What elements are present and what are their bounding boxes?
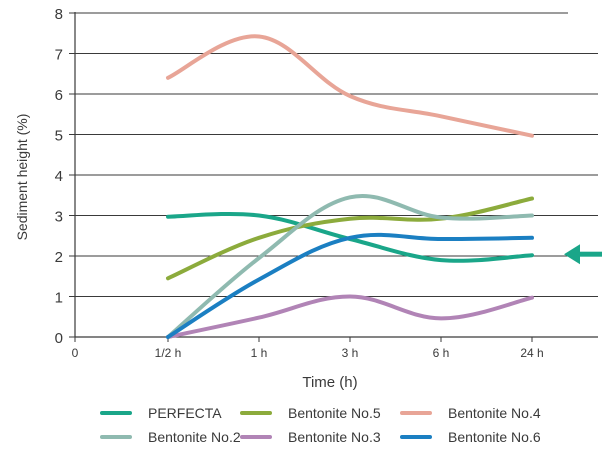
highlight-arrow xyxy=(564,244,602,265)
y-tick-label: 5 xyxy=(55,128,63,145)
x-tick-label: 0 xyxy=(72,346,79,360)
legend-swatch xyxy=(400,411,432,415)
x-tick-label: 1/2 h xyxy=(155,346,182,360)
x-tick-labels: 0 1/2 h 1 h 3 h 6 h 24 h xyxy=(72,337,544,360)
y-tick-label: 6 xyxy=(55,87,63,104)
legend-item: Bentonite No.2 xyxy=(100,426,241,448)
series-lines xyxy=(166,34,534,339)
legend-swatch xyxy=(240,435,272,439)
legend-swatch xyxy=(100,411,132,415)
legend-swatch xyxy=(240,411,272,415)
arrow-shaft xyxy=(578,251,602,257)
arrow-head xyxy=(564,244,580,265)
legend-label: Bentonite No.5 xyxy=(288,405,381,421)
x-tick-label: 24 h xyxy=(520,346,543,360)
legend-item: Bentonite No.6 xyxy=(400,426,541,448)
legend-label: Bentonite No.2 xyxy=(148,429,241,445)
line-chart: 0 1 2 3 4 5 6 7 8 0 1/2 h 1 h 3 h 6 h 24 h Sediment h… xyxy=(14,6,602,391)
y-axis-label: Sediment height (%) xyxy=(14,114,30,241)
y-tick-label: 0 xyxy=(55,330,63,347)
x-tick-label: 1 h xyxy=(251,346,268,360)
y-tick-label: 7 xyxy=(55,47,63,64)
y-tick-label: 2 xyxy=(55,249,63,266)
y-tick-label: 8 xyxy=(55,6,63,23)
gridlines xyxy=(69,12,598,338)
y-tick-labels: 0 1 2 3 4 5 6 7 8 xyxy=(55,6,63,347)
series-line-bentonite-no-4 xyxy=(166,34,534,138)
legend-label: Bentonite No.4 xyxy=(448,405,541,421)
legend: PERFECTA Bentonite No.5 Bentonite No.4 Bent… xyxy=(100,400,580,450)
legend-label: Bentonite No.6 xyxy=(448,429,541,445)
series-line-bentonite-no-5 xyxy=(166,196,534,281)
y-tick-label: 3 xyxy=(55,209,63,226)
x-tick-label: 6 h xyxy=(433,346,450,360)
series-line-bentonite-no-6 xyxy=(166,232,534,339)
legend-swatch xyxy=(100,435,132,439)
legend-label: PERFECTA xyxy=(148,405,222,421)
x-axis-label: Time (h) xyxy=(302,374,357,391)
legend-item: PERFECTA xyxy=(100,402,222,424)
legend-swatch xyxy=(400,435,432,439)
legend-label: Bentonite No.3 xyxy=(288,429,381,445)
y-tick-label: 4 xyxy=(55,168,63,185)
series-line-bentonite-no-2 xyxy=(166,194,534,339)
legend-item: Bentonite No.3 xyxy=(240,426,381,448)
legend-item: Bentonite No.4 xyxy=(400,402,541,424)
x-tick-label: 3 h xyxy=(342,346,359,360)
axes xyxy=(74,12,598,338)
series-line-bentonite-no-3 xyxy=(166,294,534,339)
legend-item: Bentonite No.5 xyxy=(240,402,381,424)
y-tick-label: 1 xyxy=(55,290,63,307)
